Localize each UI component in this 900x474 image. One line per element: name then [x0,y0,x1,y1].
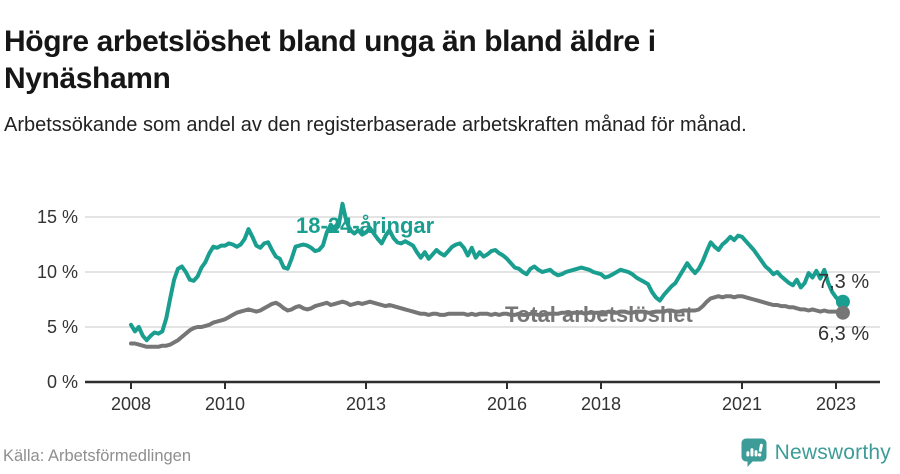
x-tick-label-2021: 2021 [722,394,762,414]
y-tick-label-0: 0 % [47,372,78,392]
y-tick-label-5: 5 % [47,317,78,337]
end-value-label-youth: 7,3 % [818,271,869,293]
series-line-youth [129,201,842,343]
x-tick-label-2013: 2013 [346,394,386,414]
series-line-total [129,294,842,349]
chart-series [129,201,850,349]
chart-labels: 0 % 5 % 10 % 15 % 2008 2010 2013 2016 2018 2021 20… [37,207,869,414]
series-end-dot-youth [835,294,850,309]
page-subtitle: Arbetssökande som andel av den registerb… [4,114,747,136]
end-value-label-total: 6,3 % [818,323,869,345]
logo-exclamation-glyph [757,443,763,457]
x-tick-label-2018: 2018 [581,394,621,414]
brand-name: Newsworthy [774,440,891,464]
x-tick-label-2016: 2016 [487,394,527,414]
page-title: Högre arbetslöshet bland unga än bland ä… [4,25,656,95]
x-tick-label-2010: 2010 [205,394,245,414]
chart-gridlines [85,216,880,328]
series-label-total: Total arbetslöshet [505,302,694,327]
source-attribution: Källa: Arbetsförmedlingen [3,447,192,465]
y-tick-label-15: 15 % [37,207,78,227]
newsworthy-brand[interactable]: Newsworthy [741,438,891,467]
series-label-youth: 18-24-åringar [296,213,435,238]
chart-axes [85,380,880,389]
logo-bar-chart-glyph [746,448,758,457]
newsworthy-logo-icon [741,438,767,467]
y-tick-label-10: 10 % [37,262,78,282]
x-tick-label-2023: 2023 [816,394,856,414]
series-end-dot-total [835,305,850,320]
x-tick-label-2008: 2008 [111,394,151,414]
